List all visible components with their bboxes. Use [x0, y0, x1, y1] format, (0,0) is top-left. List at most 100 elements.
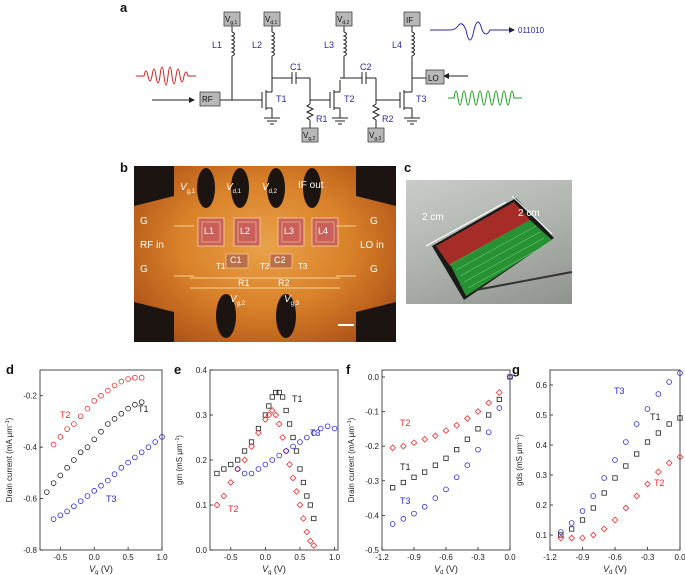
chart-g-point-T1	[666, 421, 672, 427]
chart-d-point-T3	[98, 482, 104, 489]
chart-d-point-T1	[91, 436, 98, 443]
chart-d-point-T3	[84, 493, 91, 499]
chart-e-point-T2	[306, 537, 314, 545]
chart-e-point-T3	[324, 423, 331, 430]
chart-e-ytick-label: 0.1	[196, 501, 208, 510]
chart-e-point-T3	[317, 425, 324, 432]
chart-d-point-T1	[132, 401, 138, 408]
chart-e-point-T2	[279, 434, 287, 441]
chart-e-point-T1	[269, 394, 275, 400]
chart-g: -1.2 -0.9 -0.6 -0.3 0.0 0.1 0.2 0.3 0.4 0.5 0.6 Vd …	[515, 369, 685, 575]
chart-e-frame	[209, 369, 339, 551]
chart-g-ytick-label: 0.2	[536, 501, 548, 510]
svg-text:L4: L4	[392, 40, 402, 50]
chart-f-point-T3	[485, 429, 492, 436]
chart-e-point-T3	[262, 461, 269, 468]
chart-e-point-T2	[265, 411, 273, 419]
chart-g-point-T3	[655, 391, 662, 397]
chart-f: -1.2 -0.9 -0.6 -0.3 0.0 0.0 -0.1 -0.2 -0.3 -0.4 -0…	[347, 369, 516, 575]
chart-f-ytick-label: -0.1	[365, 408, 379, 417]
chart-e-point-T1	[235, 457, 241, 463]
chart-d-xlabel: Vg (V)	[89, 564, 113, 575]
chart-g-ytick-label: 0.4	[536, 441, 548, 450]
if-wave	[430, 21, 502, 41]
chart-e-point-T2	[255, 429, 262, 437]
chart-g-ytick-label: 0.3	[536, 471, 548, 480]
chart-f-point-T1	[411, 474, 417, 480]
chart-d-point-T1	[71, 457, 77, 463]
chart-e-point-T1	[221, 466, 227, 472]
chart-d-point-T1	[125, 405, 131, 412]
chart-d-ytick-label: -0.8	[23, 546, 37, 555]
chart-d-point-T3	[145, 444, 152, 450]
chart-f-point-T1	[390, 485, 396, 491]
chart-d-point-T1	[118, 410, 125, 417]
chart-f-point-T2	[463, 415, 471, 422]
chart-d-point-T2	[118, 378, 125, 385]
chart-d-xtick-label: 0.5	[123, 553, 135, 562]
chart-e-xtick-label: 1.0	[329, 553, 341, 562]
chart-f-ylabel: Drain current (mA μm−1)	[347, 417, 356, 502]
chart-g-point-T2	[568, 534, 576, 542]
resistor-r1	[305, 103, 315, 121]
chart-g-point-T2	[665, 459, 673, 467]
chart-d-point-T3	[104, 477, 111, 484]
chart-d-point-T1	[64, 464, 70, 471]
chart-d-point-T3	[111, 471, 118, 477]
chart-g-point-T3	[612, 457, 618, 463]
chart-e-point-T3	[310, 430, 317, 436]
chart-f-point-T3	[453, 474, 460, 481]
chart-d-ytick-label: -0.6	[23, 495, 37, 504]
chart-f-xlabel: Vd (V)	[434, 564, 458, 575]
chart-e-point-T2	[300, 515, 307, 522]
chart-d-point-T2	[125, 376, 131, 382]
chart-f-point-T1	[475, 426, 481, 432]
svg-text:RF: RF	[202, 95, 213, 104]
chart-d-point-T2	[91, 398, 98, 404]
chart-g-xtick-label: -0.6	[608, 553, 622, 562]
chart-d-point-T3	[77, 498, 84, 504]
chart-e-point-T1	[300, 479, 307, 486]
chart-e-ytick-label: 0.0	[196, 546, 208, 555]
chart-g-point-T3	[590, 493, 597, 499]
chart-f-ytick-label: -0.5	[365, 546, 379, 555]
chart-g-point-T3	[644, 406, 651, 412]
chart-d-xtick-label: 1.0	[156, 553, 168, 562]
chart-f-xtick-label: -0.6	[439, 553, 453, 562]
chart-e-point-T3	[304, 434, 310, 441]
chart-g-point-T1	[558, 532, 564, 538]
chart-g-point-T2	[654, 468, 662, 476]
chart-g-point-T1	[579, 517, 586, 523]
chart-d-point-T1	[77, 449, 84, 456]
chart-g-point-T2	[676, 453, 684, 461]
chart-e-point-T3	[290, 443, 296, 450]
chart-e-point-T2	[286, 461, 293, 468]
chart-d-point-T2	[98, 392, 104, 399]
chart-f-point-T1	[454, 447, 460, 453]
chart-e-point-T2	[213, 501, 221, 509]
chart-e-ytick-label: 0.4	[196, 366, 208, 375]
chart-g-xtick-label: -0.3	[641, 553, 655, 562]
chart-f-point-T2	[399, 442, 407, 450]
chart-f-label-T3: T3	[400, 496, 411, 506]
chart-f-ytick-label: -0.4	[365, 511, 379, 520]
chart-f-point-T1	[464, 436, 470, 442]
chart-d-point-T1	[98, 428, 104, 435]
lo-wave	[448, 90, 522, 106]
chart-e-xlabel: Vg (V)	[262, 564, 286, 575]
chart-d: -0.5 0.0 0.5 1.0 -0.2 -0.4 -0.6 -0.8 Vg (V) Drain…	[5, 369, 168, 575]
chart-f-label-T1: T1	[400, 462, 411, 472]
chart-e-xtick-label: -0.5	[224, 553, 238, 562]
chart-g-label-T2: T2	[654, 478, 665, 488]
chart-e-point-T2	[289, 474, 297, 482]
chart-f-point-T3	[475, 446, 481, 453]
chart-e-point-T1	[228, 461, 234, 468]
chart-e-label-T2: T2	[228, 504, 239, 514]
chart-e-point-T2	[275, 420, 283, 428]
flexible-substrate-photo: 2 cm 2 cm	[406, 180, 572, 304]
chart-d-point-T1	[43, 489, 50, 495]
chart-d-ylabel: Drain current (mA μm−1)	[5, 417, 14, 502]
chart-f-xtick-label: -0.3	[471, 553, 485, 562]
svg-text:L3: L3	[324, 40, 334, 50]
chart-e-point-T1	[304, 493, 310, 499]
